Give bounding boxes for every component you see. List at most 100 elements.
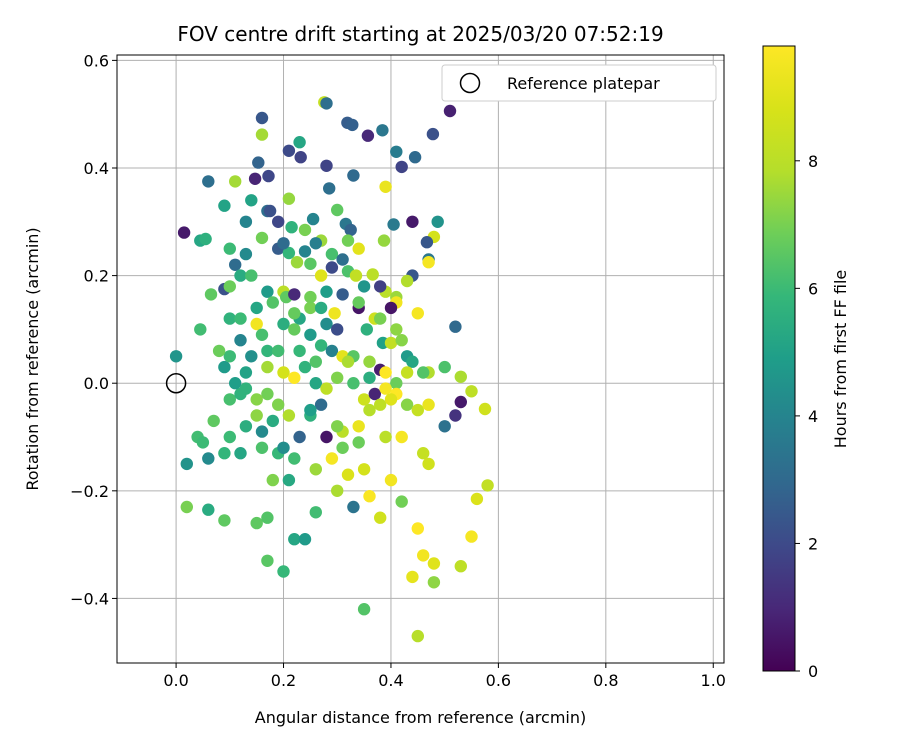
data-point (406, 570, 419, 584)
x-tick-label: 1.0 (701, 671, 726, 690)
data-point (314, 339, 328, 352)
data-point (395, 495, 408, 508)
data-point (323, 182, 336, 195)
data-point (422, 457, 435, 471)
data-point (331, 203, 344, 217)
data-point (239, 382, 253, 395)
data-point (234, 269, 247, 282)
data-point (277, 366, 290, 379)
data-point (406, 215, 419, 228)
data-point (218, 514, 231, 527)
data-point (199, 232, 212, 246)
data-point (357, 603, 371, 616)
data-point (395, 160, 408, 174)
data-point (352, 420, 365, 433)
x-axis-label: Angular distance from reference (arcmin) (255, 708, 586, 727)
data-point (357, 393, 371, 406)
data-point (454, 560, 467, 573)
data-point (309, 237, 322, 250)
legend-open-circle-marker (459, 72, 481, 94)
data-point (277, 317, 290, 331)
data-point (255, 441, 269, 454)
chart-title: FOV centre drift starting at 2025/03/20 … (177, 22, 663, 46)
data-point (417, 366, 430, 379)
data-point (341, 468, 355, 481)
data-point (379, 366, 392, 379)
data-point (309, 355, 322, 368)
colorbar-tick-label: 0 (808, 662, 818, 681)
data-point (320, 285, 333, 298)
data-point (454, 370, 467, 383)
data-point (411, 307, 424, 320)
data-point (422, 256, 435, 269)
data-point (277, 237, 290, 250)
data-point (347, 169, 360, 182)
data-point (252, 156, 265, 169)
colorbar-tick-label: 2 (808, 534, 818, 553)
data-point (357, 280, 371, 293)
data-point (282, 409, 296, 422)
data-point (346, 118, 359, 132)
data-point (239, 247, 253, 261)
data-point (245, 350, 258, 363)
x-tick-label: 0.6 (486, 671, 511, 690)
colorbar-tick-label: 4 (808, 407, 818, 426)
data-point (261, 360, 274, 374)
data-point (234, 447, 247, 460)
data-point (426, 127, 440, 141)
data-point (262, 169, 275, 183)
data-point (417, 549, 430, 562)
data-point (293, 430, 306, 444)
data-point (298, 360, 312, 374)
data-point (320, 159, 333, 172)
data-point (229, 258, 242, 271)
data-point (411, 403, 424, 417)
data-point (384, 473, 398, 487)
data-point (290, 256, 304, 269)
data-point (261, 554, 274, 567)
data-point (470, 492, 484, 506)
data-point (304, 301, 317, 315)
data-point (374, 511, 387, 524)
x-tick-label: 0.8 (593, 671, 618, 690)
data-point (400, 274, 414, 288)
data-point (293, 136, 306, 149)
data-point (261, 511, 274, 524)
data-point (408, 151, 422, 164)
y-tick-label: 0.0 (84, 374, 109, 393)
legend-box (441, 64, 717, 102)
data-point (390, 323, 403, 336)
data-point (255, 111, 269, 125)
data-point (320, 430, 333, 444)
data-point (320, 317, 333, 331)
data-point (304, 403, 317, 417)
data-point (325, 452, 339, 465)
data-point (207, 414, 220, 428)
data-point (266, 414, 279, 428)
data-point (411, 522, 424, 535)
y-tick-label: −0.4 (70, 589, 109, 608)
data-point (478, 402, 492, 416)
data-point (390, 377, 403, 390)
data-point (352, 296, 365, 309)
data-point (395, 430, 408, 444)
data-point (202, 503, 215, 516)
grid-lines (117, 55, 724, 663)
data-point (282, 246, 296, 260)
data-point (417, 447, 430, 460)
data-point (196, 436, 210, 449)
data-point (438, 420, 451, 433)
data-point (384, 336, 398, 350)
data-point (379, 430, 392, 444)
data-point (304, 290, 317, 304)
data-point (387, 218, 400, 231)
data-point (314, 301, 328, 315)
data-point (298, 223, 312, 237)
x-axis-ticks: 0.0 0.2 0.4 0.6 0.8 1.0 (163, 663, 726, 690)
colorbar-label: Hours from first FF file (831, 270, 850, 449)
data-point (325, 247, 339, 261)
data-point (282, 192, 296, 205)
colorbar-tick-label: 8 (808, 152, 818, 171)
data-point (341, 234, 355, 247)
